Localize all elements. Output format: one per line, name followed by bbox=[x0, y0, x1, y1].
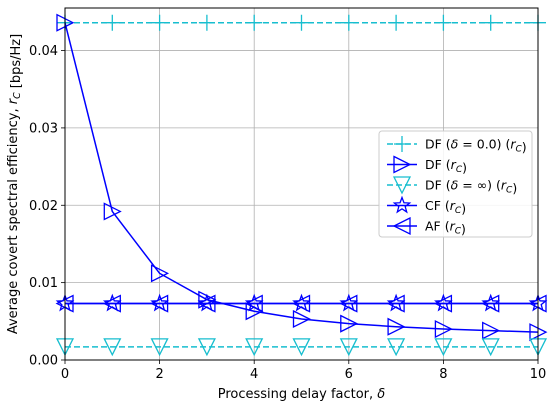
data-point-triangle-right bbox=[387, 317, 406, 336]
legend-box bbox=[378, 130, 533, 238]
data-point-triangle-left bbox=[386, 294, 405, 313]
legend-label: DF (rC) bbox=[425, 157, 467, 175]
data-point-triangle-left bbox=[292, 294, 311, 313]
series-2 bbox=[55, 338, 548, 357]
data-point-triangle-left bbox=[481, 294, 500, 313]
data-point-plus bbox=[104, 14, 121, 31]
x-tick-label: 4 bbox=[250, 367, 258, 382]
data-point-triangle-left bbox=[197, 294, 216, 313]
series-4 bbox=[55, 294, 547, 313]
data-point-triangle-down bbox=[481, 338, 500, 357]
data-point-plus bbox=[151, 14, 168, 31]
data-point-triangle-down bbox=[387, 338, 406, 357]
data-point-triangle-left bbox=[339, 294, 358, 313]
data-point-triangle-right bbox=[150, 264, 170, 283]
data-point-triangle-down bbox=[339, 338, 358, 357]
data-point-triangle-down bbox=[292, 338, 311, 357]
data-point-triangle-left bbox=[150, 294, 169, 313]
data-point-triangle-left bbox=[102, 294, 121, 313]
data-point-triangle-right bbox=[434, 320, 453, 339]
data-point-plus bbox=[388, 14, 405, 31]
legend-label: AF (rC) bbox=[425, 219, 466, 237]
y-tick-label: 0.01 bbox=[29, 276, 58, 291]
legend-item: CF (rC) bbox=[387, 195, 466, 216]
data-point-triangle-right bbox=[103, 202, 122, 221]
data-point-plus bbox=[198, 14, 215, 31]
x-tick-label: 6 bbox=[345, 367, 353, 382]
data-point-triangle-down bbox=[434, 338, 453, 357]
axis-ticks: 0 2 4 6 8 10 0.00 0.01 0.02 0.03 0.04 bbox=[29, 44, 546, 382]
legend-label: CF (rC) bbox=[425, 198, 466, 216]
data-point-triangle-left bbox=[244, 294, 263, 313]
data-point-star bbox=[392, 195, 412, 214]
data-point-triangle-right bbox=[393, 155, 412, 174]
data-point-plus bbox=[435, 14, 452, 31]
data-point-plus bbox=[246, 14, 263, 31]
data-point-triangle-right bbox=[340, 314, 359, 333]
series-line bbox=[64, 22, 539, 333]
x-axis-label: Processing delay factor, δ bbox=[218, 387, 386, 402]
data-point-triangle-down bbox=[245, 338, 264, 357]
legend: DF (δ = 0.0) (rC) DF (rC) DF (δ = ∞) (rC) C… bbox=[378, 130, 533, 238]
legend-item: DF (rC) bbox=[387, 155, 467, 175]
data-point-plus bbox=[340, 14, 357, 31]
x-tick-label: 8 bbox=[439, 367, 447, 382]
y-tick-label: 0.00 bbox=[29, 354, 58, 369]
legend-item: DF (δ = ∞) (rC) bbox=[387, 176, 517, 196]
x-tick-label: 2 bbox=[155, 367, 163, 382]
y-tick-label: 0.03 bbox=[29, 121, 58, 136]
x-tick-label: 10 bbox=[530, 367, 547, 382]
data-point-triangle-down bbox=[103, 338, 122, 357]
data-point-triangle-down bbox=[150, 338, 169, 357]
data-point-plus bbox=[482, 14, 499, 31]
y-axis-label: Average covert spectral efficiency, rC [… bbox=[6, 34, 24, 334]
y-tick-label: 0.04 bbox=[29, 44, 58, 59]
data-point-triangle-down bbox=[197, 338, 216, 357]
data-point-triangle-left bbox=[392, 216, 411, 236]
data-point-triangle-down bbox=[392, 176, 412, 195]
y-tick-label: 0.02 bbox=[29, 199, 58, 214]
legend-item: DF (δ = 0.0) (rC) bbox=[387, 136, 527, 155]
data-point-triangle-left bbox=[433, 294, 453, 313]
data-point-triangle-right bbox=[482, 321, 501, 340]
legend-label: DF (δ = 0.0) (rC) bbox=[425, 137, 527, 155]
legend-item: AF (rC) bbox=[387, 216, 466, 237]
data-point-plus bbox=[293, 14, 310, 31]
x-tick-label: 0 bbox=[61, 367, 69, 382]
legend-label: DF (δ = ∞) (rC) bbox=[425, 178, 517, 196]
data-point-plus bbox=[394, 136, 410, 152]
plot-frame bbox=[64, 7, 539, 361]
data-point-triangle-right bbox=[292, 309, 311, 329]
series-0 bbox=[57, 14, 546, 31]
